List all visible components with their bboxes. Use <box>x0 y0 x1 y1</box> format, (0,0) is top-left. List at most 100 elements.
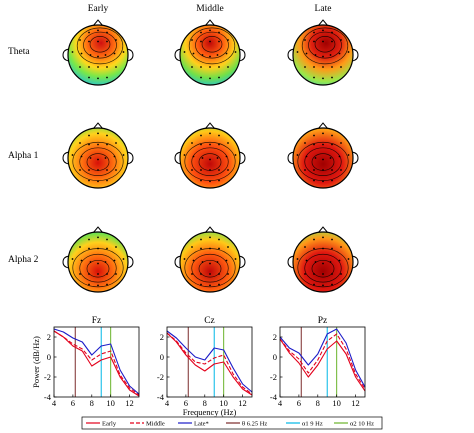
electrode-dot <box>201 157 204 159</box>
electrode-dot <box>106 179 108 182</box>
electrode-dot <box>329 157 332 159</box>
electrode-dot <box>234 51 237 53</box>
head-heatmap <box>179 231 241 293</box>
electrode-dot <box>79 66 81 68</box>
electrode-dot <box>331 40 333 43</box>
contour-line <box>304 147 342 176</box>
series-line-early <box>279 338 366 392</box>
y-tick-label: -2 <box>44 372 51 382</box>
electrode-dot <box>322 66 324 68</box>
electrode-dot <box>201 54 204 56</box>
contour-line <box>304 253 342 283</box>
contour-line <box>311 259 335 278</box>
electrode-dot <box>329 54 332 56</box>
left-ear <box>62 48 70 62</box>
electrode-dot <box>80 259 83 262</box>
column-label-middle: Middle <box>196 4 223 14</box>
electrode-dot <box>209 262 211 265</box>
nose <box>92 226 104 234</box>
series-line-middle <box>53 330 140 396</box>
electrode-dot <box>331 273 333 275</box>
electrode-dot <box>218 143 220 146</box>
electrode-dot <box>218 247 220 250</box>
plot-title: Cz <box>204 316 215 326</box>
electrode-dot <box>97 143 99 146</box>
electrode-dot <box>106 238 108 241</box>
legend-label: Late* <box>194 421 209 428</box>
electrode-dot <box>340 273 342 275</box>
electrode-dot <box>304 246 306 248</box>
series-line-late <box>53 328 140 395</box>
electrode-dot <box>322 29 324 32</box>
electrode-dot <box>209 247 211 250</box>
y-tick-label: 0 <box>47 352 51 362</box>
electrode-dot <box>218 31 220 34</box>
left-ear <box>62 255 70 269</box>
series-line-late <box>279 328 366 388</box>
power-spectrum-plots: Fz 4 6 8 10 12 -4 -2 0 2 Power (dB/Hz) Cz 4 6 8 10 12 -4 -… <box>31 316 366 417</box>
electrode-dot <box>200 134 202 137</box>
column-label-late: Late <box>315 4 332 14</box>
electrode-dot <box>97 40 99 43</box>
electrode-dot <box>216 261 219 263</box>
plot-pz: Pz 4 6 8 10 12 -4 -2 0 2 <box>270 316 366 408</box>
electrode-dot <box>216 157 219 159</box>
electrode-dot <box>234 258 237 260</box>
topomap-0-1 <box>174 19 246 86</box>
electrode-dot <box>296 154 299 156</box>
left-ear <box>287 151 295 165</box>
x-tick-label: 4 <box>278 398 283 408</box>
electrode-dot <box>218 66 220 68</box>
electrode-dot <box>218 179 220 182</box>
contour-line <box>308 31 342 59</box>
electrode-dot <box>340 169 342 171</box>
contour-line <box>79 147 117 176</box>
electrode-dot <box>71 154 74 156</box>
electrode-dot <box>218 76 220 79</box>
electrode-dot <box>97 169 99 171</box>
contour-line <box>79 253 117 283</box>
electrode-dot <box>115 246 117 248</box>
electrode-dot <box>322 180 324 183</box>
electrode-dot <box>88 247 90 250</box>
electrode-dot <box>296 51 299 53</box>
electrode-dot <box>113 52 116 55</box>
contour-line <box>191 147 229 176</box>
electrode-dot <box>304 169 306 171</box>
electrode-dot <box>322 169 324 171</box>
electrode-dot <box>331 238 333 241</box>
electrode-dot <box>191 246 193 248</box>
electrode-dot <box>322 158 324 161</box>
electrode-dot <box>79 273 81 275</box>
electrode-dot <box>183 51 186 53</box>
electrode-dot <box>106 169 108 171</box>
series-line-middle <box>166 332 253 395</box>
x-tick-label: 10 <box>219 398 228 408</box>
electrode-dot <box>234 154 237 156</box>
electrode-dot <box>88 134 90 137</box>
x-tick-label: 6 <box>297 398 301 408</box>
electrode-dot <box>97 77 99 80</box>
electrode-dot <box>313 31 315 34</box>
electrode-dot <box>218 273 220 275</box>
y-tick-label: 0 <box>160 352 164 362</box>
electrode-dot <box>191 169 193 171</box>
electrode-dot <box>97 236 99 239</box>
electrode-dot <box>88 169 90 171</box>
electrode-dot <box>340 66 342 68</box>
x-tick-label: 4 <box>165 398 170 408</box>
right-ear <box>126 48 134 62</box>
electrode-dot <box>97 66 99 68</box>
electrode-dot <box>200 179 202 182</box>
contour-line <box>201 36 223 53</box>
electrode-dot <box>97 262 99 265</box>
row-label-alpha-2: Alpha 2 <box>8 255 39 265</box>
electrode-dot <box>340 39 342 41</box>
contour-line <box>195 31 229 59</box>
legend-label: α2 10 Hz <box>350 421 374 428</box>
x-axis-label: Frequency (Hz) <box>183 407 237 417</box>
electrode-dot <box>79 142 81 144</box>
electrode-dot <box>88 273 90 275</box>
electrode-dot <box>331 179 333 182</box>
